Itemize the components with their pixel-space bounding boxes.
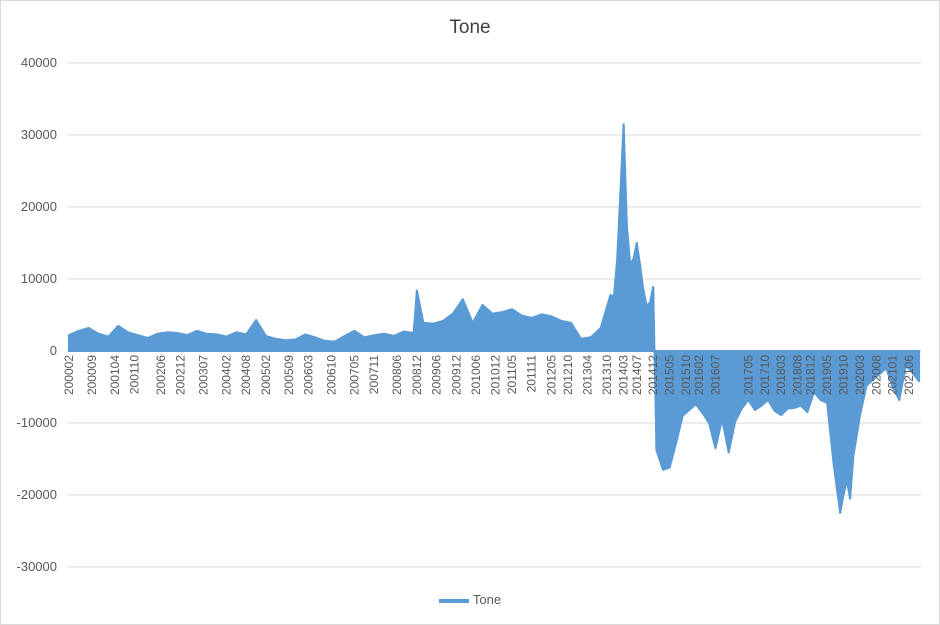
x-tick-label: 200912 bbox=[449, 355, 463, 395]
x-tick-label: 201710 bbox=[758, 355, 772, 395]
y-tick-label: 20000 bbox=[21, 199, 57, 214]
x-tick-label: 200408 bbox=[239, 355, 253, 395]
x-tick-label: 202106 bbox=[902, 355, 916, 395]
x-tick-label: 200603 bbox=[302, 355, 316, 395]
legend-label: Tone bbox=[472, 592, 502, 607]
x-tick-label: 200812 bbox=[410, 355, 424, 395]
x-tick-label: 201403 bbox=[617, 355, 631, 395]
y-tick-label: 0 bbox=[50, 343, 57, 358]
x-tick-label: 200806 bbox=[390, 355, 404, 395]
x-tick-label: 201812 bbox=[804, 355, 818, 395]
x-tick-label: 200402 bbox=[220, 355, 234, 395]
y-tick-label: -30000 bbox=[17, 559, 57, 574]
x-tick-label: 201006 bbox=[469, 355, 483, 395]
y-tick-label: -10000 bbox=[17, 415, 57, 430]
x-tick-label: 202003 bbox=[853, 355, 867, 395]
x-tick-label: 201210 bbox=[561, 355, 575, 395]
x-tick-label: 200206 bbox=[154, 355, 168, 395]
x-tick-label: 200509 bbox=[282, 355, 296, 395]
series-tone-area bbox=[68, 123, 920, 514]
x-tick-label: 200307 bbox=[197, 355, 211, 395]
x-tick-label: 201012 bbox=[489, 355, 503, 395]
chart-title: Tone bbox=[449, 17, 491, 38]
x-tick-label: 200705 bbox=[348, 355, 362, 395]
legend: Tone bbox=[1, 592, 939, 607]
x-tick-label: 200009 bbox=[85, 355, 99, 395]
x-tick-label: 201310 bbox=[600, 355, 614, 395]
x-axis: 200002 200009 200104 200110 200206 200212 2003… bbox=[62, 355, 916, 395]
y-tick-label: 40000 bbox=[21, 55, 57, 70]
x-tick-label: 201304 bbox=[581, 355, 595, 395]
legend-swatch bbox=[438, 598, 469, 603]
x-tick-label: 201910 bbox=[837, 355, 851, 395]
x-tick-label: 200502 bbox=[259, 355, 273, 395]
x-tick-label: 200711 bbox=[367, 355, 381, 394]
x-tick-label: 200110 bbox=[128, 355, 142, 394]
y-tick-label: -20000 bbox=[17, 487, 57, 502]
x-tick-label: 201905 bbox=[820, 355, 834, 395]
x-tick-label: 201705 bbox=[741, 355, 755, 395]
x-tick-label: 200906 bbox=[430, 355, 444, 395]
x-tick-label: 200104 bbox=[108, 355, 122, 395]
series-area bbox=[67, 123, 921, 514]
y-tick-label: 10000 bbox=[21, 271, 57, 286]
x-tick-label: 202008 bbox=[869, 355, 883, 395]
x-tick-label: 201111 bbox=[525, 355, 539, 393]
y-tick-label: 30000 bbox=[21, 127, 57, 142]
x-tick-label: 202101 bbox=[886, 355, 900, 395]
y-axis: 40000 30000 20000 10000 0 -10000 -20000 -30000 bbox=[17, 55, 57, 574]
x-tick-label: 201407 bbox=[630, 355, 644, 395]
x-tick-label: 200002 bbox=[62, 355, 76, 395]
x-tick-label: 201808 bbox=[791, 355, 805, 395]
x-tick-label: 201505 bbox=[663, 355, 677, 395]
x-tick-label: 201510 bbox=[679, 355, 693, 395]
x-tick-label: 201105 bbox=[505, 355, 519, 394]
x-tick-label: 201412 bbox=[646, 355, 660, 395]
x-tick-label: 200610 bbox=[325, 355, 339, 395]
x-tick-label: 200212 bbox=[174, 355, 188, 395]
x-tick-label: 201602 bbox=[692, 355, 706, 395]
x-tick-label: 201803 bbox=[774, 355, 788, 395]
x-tick-label: 201607 bbox=[709, 355, 723, 395]
x-tick-label: 201205 bbox=[544, 355, 558, 395]
